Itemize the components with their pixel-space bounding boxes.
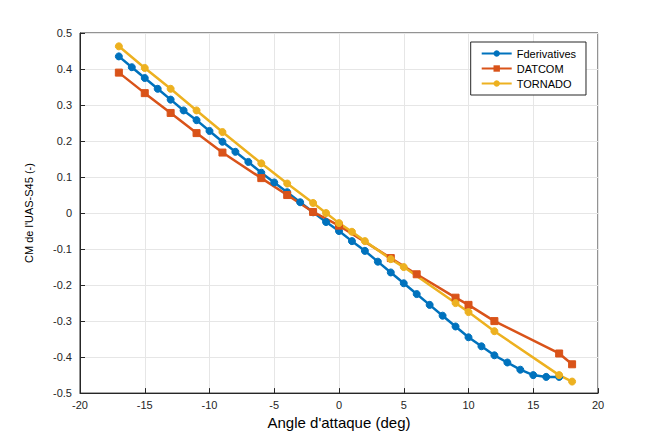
svg-text:Angle d'attaque (deg): Angle d'attaque (deg): [268, 414, 411, 431]
svg-text:CM de l'UAS-S45 (-): CM de l'UAS-S45 (-): [23, 163, 35, 263]
svg-text:-10: -10: [202, 399, 218, 411]
svg-text:10: 10: [462, 399, 474, 411]
svg-text:TORNADO: TORNADO: [517, 78, 572, 90]
svg-text:-0.2: -0.2: [53, 279, 72, 291]
svg-text:0.3: 0.3: [57, 99, 72, 111]
svg-text:20: 20: [592, 399, 604, 411]
svg-text:15: 15: [527, 399, 539, 411]
svg-text:0.2: 0.2: [57, 135, 72, 147]
svg-text:-0.1: -0.1: [53, 243, 72, 255]
svg-text:0.4: 0.4: [57, 63, 72, 75]
svg-text:DATCOM: DATCOM: [517, 63, 564, 75]
svg-text:-5: -5: [269, 399, 279, 411]
svg-text:-15: -15: [137, 399, 153, 411]
svg-text:0: 0: [336, 399, 342, 411]
svg-text:-0.3: -0.3: [53, 315, 72, 327]
svg-text:0: 0: [66, 207, 72, 219]
svg-text:5: 5: [401, 399, 407, 411]
svg-text:0.1: 0.1: [57, 171, 72, 183]
svg-text:-0.4: -0.4: [53, 351, 72, 363]
svg-text:Fderivatives: Fderivatives: [517, 48, 577, 60]
svg-text:0.5: 0.5: [57, 27, 72, 39]
svg-text:-20: -20: [72, 399, 88, 411]
svg-text:-0.5: -0.5: [53, 387, 72, 399]
